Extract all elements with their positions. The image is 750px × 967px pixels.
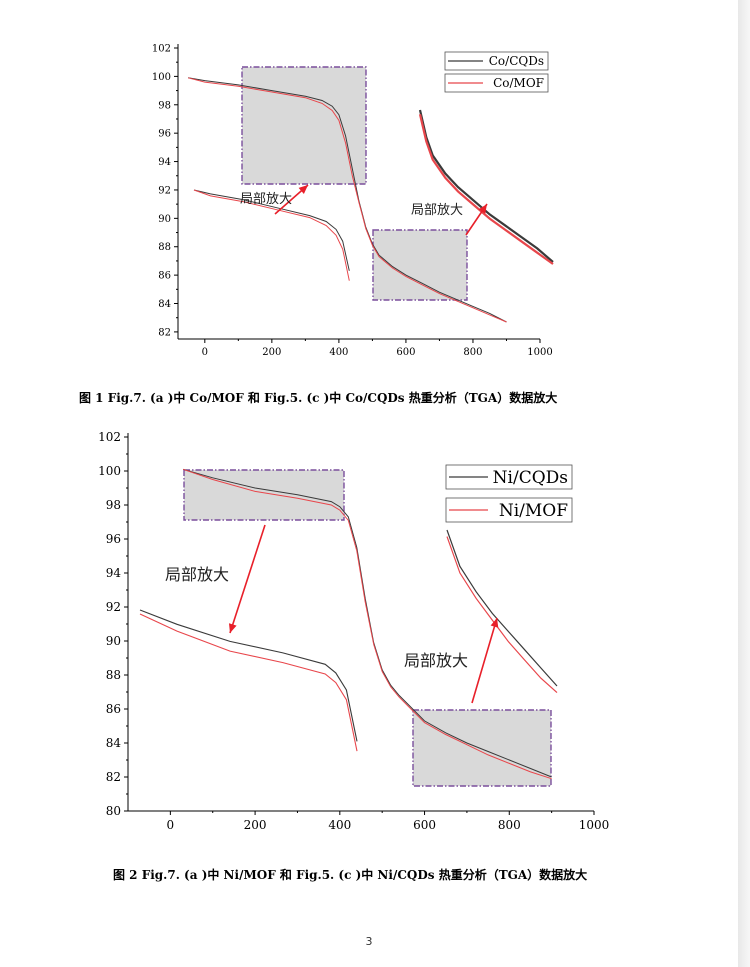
y-tick-label: 86 — [158, 271, 171, 282]
zoom-annotation-label: 局部放大 — [240, 192, 292, 207]
figure-2-caption: 图 2 Fig.7. (a )中 Ni/MOF 和 Fig.5. (c )中 N… — [113, 868, 588, 882]
magnified-series-a — [418, 109, 554, 263]
legend-item-box — [444, 51, 549, 71]
x-tick-label: 0 — [202, 347, 208, 358]
figure-1-caption: 图 1 Fig.7. (a )中 Co/MOF 和 Fig.5. (c )中 C… — [79, 391, 558, 405]
y-tick-label: 102 — [152, 44, 171, 55]
zoom-annotation-label: 局部放大 — [165, 565, 229, 584]
magnified-series-b — [139, 613, 358, 752]
legend-item-box — [445, 464, 573, 490]
y-tick-label: 102 — [98, 430, 121, 444]
y-tick-label: 88 — [158, 242, 171, 253]
zoom-arrow — [471, 617, 498, 704]
magnified-series-b — [193, 189, 350, 281]
y-tick-label: 94 — [106, 566, 122, 580]
series-line-a — [182, 468, 552, 778]
x-tick-label: 1000 — [527, 347, 552, 358]
chart-axes: 82 84 86 88 90 92 94 96 98 100 102 0 200 400 600 800 100… — [152, 44, 553, 359]
y-tick-label: 98 — [158, 100, 171, 111]
x-tick-label: 200 — [262, 347, 281, 358]
figure-1-chart: 82 84 86 88 90 92 94 96 98 100 102 0 200 400 600 800 100… — [152, 44, 554, 359]
magnified-series-b — [446, 536, 558, 694]
x-tick-label: 800 — [498, 818, 521, 832]
legend-label: Co/CQDs — [489, 54, 544, 68]
legend-label: Ni/MOF — [499, 501, 568, 521]
y-tick-label: 92 — [158, 185, 171, 196]
magnified-series-a — [193, 189, 350, 271]
y-tick-label: 84 — [106, 736, 122, 750]
x-tick-label: 200 — [244, 818, 267, 832]
y-tick-label: 96 — [158, 129, 171, 140]
y-tick-label: 100 — [152, 72, 171, 83]
x-tick-label: 400 — [328, 818, 351, 832]
y-tick-label: 90 — [106, 634, 121, 648]
y-tick-label: 82 — [106, 770, 121, 784]
figure-2-chart: 80 82 84 86 88 90 92 94 96 98 100 102 0 200 400 600 800 1… — [98, 430, 609, 832]
zoom-arrow — [229, 524, 266, 634]
y-tick-label: 90 — [158, 214, 171, 225]
page-number: 3 — [365, 935, 373, 948]
y-tick-label: 92 — [106, 600, 121, 614]
magnified-series-a — [139, 609, 358, 742]
y-tick-label: 86 — [106, 702, 121, 716]
y-tick-label: 94 — [158, 157, 171, 168]
series-line-b — [182, 468, 552, 780]
y-tick-label: 84 — [158, 299, 171, 310]
y-tick-label: 82 — [158, 327, 171, 338]
y-tick-label: 88 — [106, 668, 121, 682]
zoom-region-box — [412, 709, 552, 787]
page-edge-shadow — [738, 0, 750, 967]
x-tick-label: 0 — [167, 818, 175, 832]
legend-item-box — [444, 73, 549, 93]
x-tick-label: 600 — [396, 347, 415, 358]
y-tick-label: 98 — [106, 498, 121, 512]
x-tick-label: 400 — [329, 347, 348, 358]
zoom-annotation-label: 局部放大 — [411, 203, 463, 218]
zoom-arrow-head — [490, 618, 499, 628]
y-tick-label: 100 — [98, 464, 121, 478]
chart-axes: 80 82 84 86 88 90 92 94 96 98 100 102 0 200 400 600 800 1… — [98, 430, 609, 832]
zoom-region-box — [372, 229, 468, 301]
zoom-arrow-head — [478, 204, 487, 214]
zoom-arrow-head — [228, 623, 237, 633]
y-tick-label: 96 — [106, 532, 121, 546]
zoom-annotation-label: 局部放大 — [404, 651, 468, 670]
x-tick-label: 1000 — [579, 818, 610, 832]
magnified-series-b — [418, 114, 554, 265]
legend-label: Ni/CQDs — [493, 468, 568, 488]
zoom-region-box — [241, 66, 367, 185]
x-tick-label: 800 — [463, 347, 482, 358]
y-tick-label: 80 — [106, 804, 121, 818]
x-tick-label: 600 — [413, 818, 436, 832]
legend-label: Co/MOF — [493, 76, 544, 90]
series-line-b — [187, 77, 507, 323]
zoom-arrow-head — [298, 185, 308, 194]
magnified-series-a — [446, 529, 558, 687]
